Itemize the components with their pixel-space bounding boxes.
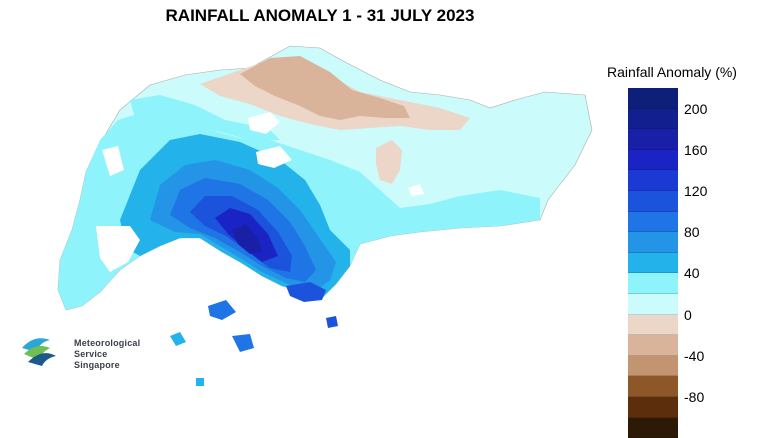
reservoir-4 <box>408 184 424 196</box>
legend-swatch <box>628 417 678 438</box>
legend-tick-label: 200 <box>684 100 708 117</box>
legend-swatch <box>628 232 678 253</box>
anomaly-zone-east-blue <box>286 282 326 302</box>
legend-swatch <box>628 397 678 418</box>
southern-island-2 <box>170 332 186 346</box>
anomaly-zone-40b <box>130 95 280 140</box>
logo-line-2: Service <box>74 349 108 359</box>
western-coast-cutout <box>96 226 140 272</box>
legend-tick-label: 80 <box>684 224 700 241</box>
legend-swatch <box>628 335 678 356</box>
legend-swatch <box>628 88 678 109</box>
legend-swatch <box>628 314 678 336</box>
legend-tick-label: -40 <box>684 347 705 364</box>
legend-tick-label: 40 <box>684 265 700 282</box>
rainfall-anomaly-map <box>57 45 593 386</box>
legend-swatch <box>628 170 678 191</box>
logo-line-1: Meteorological <box>74 338 141 348</box>
jurong-cutout <box>196 248 220 270</box>
logo-line-3: Singapore <box>74 360 120 370</box>
reservoir-2 <box>256 146 292 168</box>
legend-swatch <box>628 376 678 397</box>
mss-logo-icon <box>22 338 56 366</box>
legend-swatch <box>628 129 678 150</box>
legend-swatch <box>628 211 678 233</box>
legend-title: Rainfall Anomaly (%) <box>607 64 737 80</box>
reservoir-3 <box>102 146 124 176</box>
mss-logo: Meteorological Service Singapore <box>20 334 140 373</box>
legend-swatch <box>628 108 678 130</box>
southern-island-3 <box>232 334 254 352</box>
legend-swatch <box>628 149 678 171</box>
legend-tick-label: -80 <box>684 389 705 405</box>
anomaly-zone-neg30b <box>376 140 402 184</box>
legend-swatch <box>628 252 678 274</box>
southern-island-4 <box>326 316 338 328</box>
legend-swatch <box>628 273 678 294</box>
anomaly-zone-neg30 <box>240 56 410 120</box>
legend-swatch <box>628 294 678 315</box>
map-title: RAINFALL ANOMALY 1 - 31 JULY 2023 <box>165 6 475 25</box>
southern-island-5 <box>196 378 204 386</box>
legend-swatch <box>628 355 678 377</box>
legend-tick-label: 0 <box>684 306 692 323</box>
legend-swatch <box>628 191 678 212</box>
anomaly-zone-200 <box>232 224 262 254</box>
legend-tick-label: 120 <box>684 183 708 199</box>
legend-tick-label: 160 <box>684 141 708 158</box>
southern-island-1 <box>208 300 236 320</box>
reservoir-1 <box>248 112 280 134</box>
